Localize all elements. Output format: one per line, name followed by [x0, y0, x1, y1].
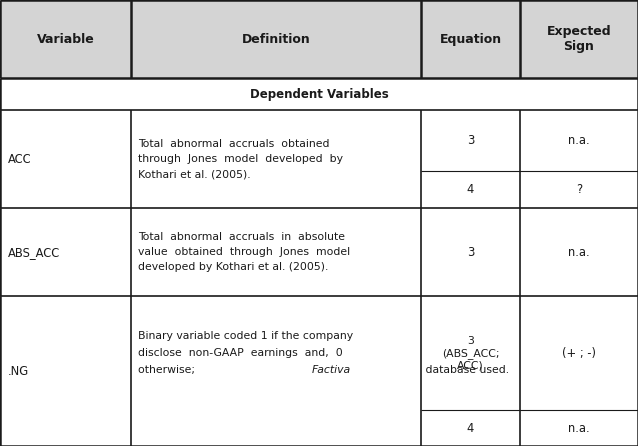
- Text: n.a.: n.a.: [568, 421, 590, 434]
- Text: 3: 3: [467, 134, 474, 147]
- Text: Total  abnormal  accruals  obtained
through  Jones  model  developed  by
Kothari: Total abnormal accruals obtained through…: [138, 139, 343, 179]
- Text: n.a.: n.a.: [568, 134, 590, 147]
- Text: ABS_ACC: ABS_ACC: [8, 246, 60, 259]
- Bar: [0, 0, 638, 78]
- Text: 4: 4: [467, 421, 474, 434]
- Text: Binary variable coded 1 if the company: Binary variable coded 1 if the company: [138, 331, 353, 341]
- Text: Equation: Equation: [440, 33, 501, 45]
- Text: Factiva: Factiva: [312, 365, 351, 375]
- Text: 3
(ABS_ACC;
ACC): 3 (ABS_ACC; ACC): [441, 336, 500, 370]
- Text: .NG: .NG: [8, 365, 29, 378]
- Text: Total  abnormal  accruals  in  absolute
value  obtained  through  Jones  model
d: Total abnormal accruals in absolute valu…: [138, 232, 350, 272]
- Text: otherwise;: otherwise;: [138, 365, 199, 375]
- Text: disclose  non-GAAP  earnings  and,  0: disclose non-GAAP earnings and, 0: [138, 348, 343, 358]
- Text: ?: ?: [576, 183, 582, 196]
- Text: database used.: database used.: [422, 365, 509, 375]
- Text: Variable: Variable: [36, 33, 94, 45]
- Text: 4: 4: [467, 183, 474, 196]
- Text: Expected
Sign: Expected Sign: [547, 25, 611, 53]
- Text: ACC: ACC: [8, 153, 31, 165]
- Text: n.a.: n.a.: [568, 246, 590, 259]
- Text: Dependent Variables: Dependent Variables: [249, 88, 389, 101]
- Text: 3: 3: [467, 246, 474, 259]
- Text: Definition: Definition: [242, 33, 310, 45]
- Text: (+ ; -): (+ ; -): [562, 347, 596, 359]
